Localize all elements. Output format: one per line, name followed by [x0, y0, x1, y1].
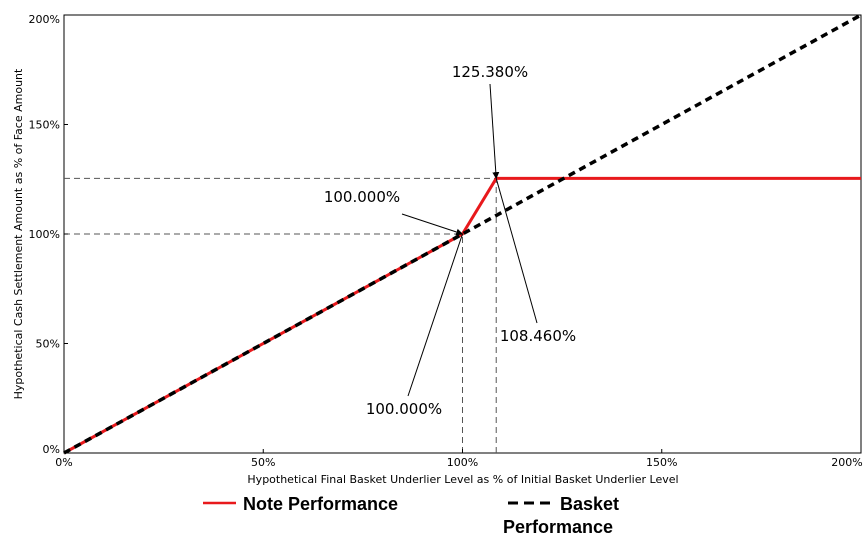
y-tick-label: 50% — [36, 338, 60, 351]
annotation-100-000-upper-leader — [401, 213, 464, 236]
annotation-125-380: 125.380% — [452, 63, 528, 81]
x-axis-title: Hypothetical Final Basket Underlier Leve… — [247, 473, 678, 486]
series-layer — [63, 13, 862, 455]
series-line-note-performance — [63, 176, 861, 455]
legend-label-1-line2: Performance — [503, 517, 613, 537]
annotation-125-380-leader — [489, 83, 500, 180]
y-tick-label: 150% — [29, 119, 60, 132]
x-tick-label: 100% — [447, 456, 478, 469]
legend: Note Performance Basket Performance — [203, 494, 619, 537]
series-line-basket-performance — [63, 13, 862, 455]
y-tick-label: 0% — [43, 443, 60, 456]
annotation-100-000-lower: 100.000% — [366, 400, 442, 418]
annotation-108-460: 108.460% — [500, 327, 576, 345]
legend-label-1: Basket — [560, 494, 619, 514]
annotations-layer: 125.380% 100.000% 108.460% 100.000% — [324, 63, 576, 418]
annotation-100-000-lower-leader — [407, 233, 463, 397]
ticks-layer: 0% 50% 100% 150% 200% 0% 50% 100% 150% 200% — [29, 13, 863, 469]
reference-lines — [64, 177, 497, 453]
x-tick-label: 0% — [55, 456, 72, 469]
annotation-108-460-leader — [495, 178, 538, 324]
x-tick-label: 50% — [251, 456, 275, 469]
x-tick-label: 150% — [646, 456, 677, 469]
y-tick-label: 100% — [29, 228, 60, 241]
annotation-100-000-upper: 100.000% — [324, 188, 400, 206]
y-axis-title: Hypothetical Cash Settlement Amount as %… — [12, 68, 25, 399]
y-tick-label: 200% — [29, 13, 60, 26]
legend-label-0: Note Performance — [243, 494, 398, 514]
x-tick-label: 200% — [831, 456, 862, 469]
